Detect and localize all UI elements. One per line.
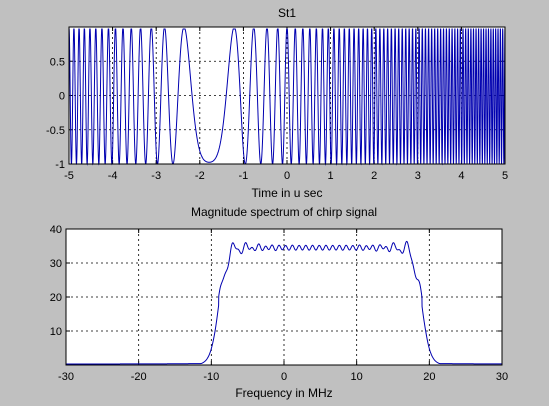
p2-xtick-label: 0 — [281, 371, 287, 383]
p2-xtick-label: -30 — [58, 371, 74, 383]
plot2-axes — [65, 228, 503, 366]
p1-xtick-label: -3 — [151, 170, 161, 182]
plot1-frame — [68, 26, 506, 165]
p1-ytick-label: 0.5 — [50, 56, 65, 68]
p1-xtick-label: -2 — [195, 170, 205, 182]
time-domain-plot: St1 -5 -4 -3 -2 -1 0 1 2 3 4 5 -1 -0.5 0 0.5 Time in … — [46, 6, 508, 200]
plot2-spectrum-trace — [66, 240, 502, 365]
p1-ytick-label: -0.5 — [46, 125, 65, 137]
spectrum-plot: Magnitude spectrum of chirp signal -30 -2… — [50, 205, 508, 400]
plot2-x-tick-labels: -30 -20 -10 0 10 20 30 — [58, 371, 508, 383]
p2-xtick-label: -10 — [203, 371, 219, 383]
p1-xtick-label: 0 — [284, 170, 290, 182]
p1-xtick-label: 2 — [371, 170, 377, 182]
plot2-y-tick-labels: 10 20 30 40 — [50, 224, 62, 338]
p1-xtick-label: -1 — [239, 170, 249, 182]
plot2-xlabel: Frequency in MHz — [235, 386, 332, 400]
p1-xtick-label: 5 — [502, 170, 508, 182]
p2-ytick-label: 20 — [50, 292, 62, 304]
plot2-frame — [65, 228, 503, 366]
p2-ytick-label: 10 — [50, 326, 62, 338]
p1-xtick-label: 1 — [328, 170, 334, 182]
p1-ytick-label: 0 — [59, 91, 65, 103]
p2-xtick-label: -20 — [131, 371, 147, 383]
plot1-title: St1 — [278, 6, 296, 20]
p1-xtick-label: 4 — [458, 170, 464, 182]
p2-xtick-label: 20 — [423, 371, 435, 383]
p2-ytick-label: 40 — [50, 224, 62, 236]
plot1-x-tick-labels: -5 -4 -3 -2 -1 0 1 2 3 4 5 — [64, 170, 508, 182]
p1-xtick-label: 3 — [415, 170, 421, 182]
p2-xtick-label: 30 — [496, 371, 508, 383]
p1-ytick-label: -1 — [55, 159, 65, 171]
plot1-xlabel: Time in u sec — [252, 186, 323, 200]
p1-xtick-label: -5 — [64, 170, 74, 182]
plot1-y-tick-labels: -1 -0.5 0 0.5 — [46, 56, 65, 171]
plot2-title: Magnitude spectrum of chirp signal — [191, 205, 377, 219]
p2-xtick-label: 10 — [351, 371, 363, 383]
p2-ytick-label: 30 — [50, 258, 62, 270]
plot1-chirp-trace — [68, 28, 506, 166]
p1-xtick-label: -4 — [108, 170, 118, 182]
